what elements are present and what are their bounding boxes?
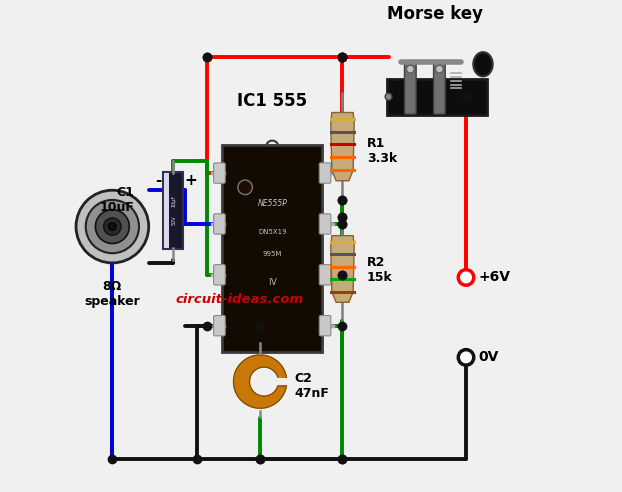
FancyBboxPatch shape [319, 214, 331, 234]
Text: Morse key: Morse key [386, 5, 483, 23]
Circle shape [406, 65, 414, 73]
Circle shape [108, 223, 116, 230]
Circle shape [385, 93, 392, 100]
Circle shape [95, 210, 129, 244]
Circle shape [458, 270, 474, 285]
FancyBboxPatch shape [222, 145, 322, 352]
Text: IC1 555: IC1 555 [237, 92, 307, 110]
FancyBboxPatch shape [319, 163, 331, 183]
Circle shape [238, 180, 253, 195]
Polygon shape [331, 236, 354, 302]
Text: NE555P: NE555P [258, 199, 287, 208]
Ellipse shape [473, 52, 493, 76]
Text: +: + [184, 173, 197, 188]
Text: 8Ω
speaker: 8Ω speaker [85, 280, 140, 308]
Text: C2
47nF: C2 47nF [294, 372, 329, 400]
FancyBboxPatch shape [213, 163, 225, 183]
FancyBboxPatch shape [319, 265, 331, 285]
Circle shape [76, 190, 149, 263]
Polygon shape [331, 113, 354, 181]
Circle shape [104, 218, 121, 235]
Polygon shape [233, 355, 287, 408]
Circle shape [86, 200, 139, 253]
Circle shape [458, 350, 474, 365]
Text: 10μF: 10μF [171, 195, 176, 207]
Text: 50V: 50V [171, 215, 176, 225]
Text: 995M: 995M [262, 251, 282, 257]
FancyBboxPatch shape [213, 214, 225, 234]
FancyBboxPatch shape [404, 63, 416, 114]
FancyBboxPatch shape [434, 63, 445, 114]
FancyBboxPatch shape [213, 315, 225, 336]
Text: DN5X19: DN5X19 [258, 229, 287, 235]
FancyBboxPatch shape [387, 79, 488, 115]
Text: C1
10uF: C1 10uF [100, 186, 134, 214]
FancyBboxPatch shape [163, 172, 183, 249]
FancyBboxPatch shape [164, 173, 169, 248]
Text: Ⅳ: Ⅳ [268, 278, 276, 287]
FancyBboxPatch shape [319, 315, 331, 336]
Text: 0V: 0V [478, 350, 498, 365]
Text: R1
3.3k: R1 3.3k [367, 137, 397, 165]
Text: R2
15k: R2 15k [367, 256, 392, 284]
Text: +6V: +6V [478, 271, 510, 284]
Text: -: - [156, 173, 162, 188]
FancyBboxPatch shape [213, 265, 225, 285]
Text: circuit-ideas.com: circuit-ideas.com [175, 293, 304, 306]
Circle shape [435, 65, 443, 73]
